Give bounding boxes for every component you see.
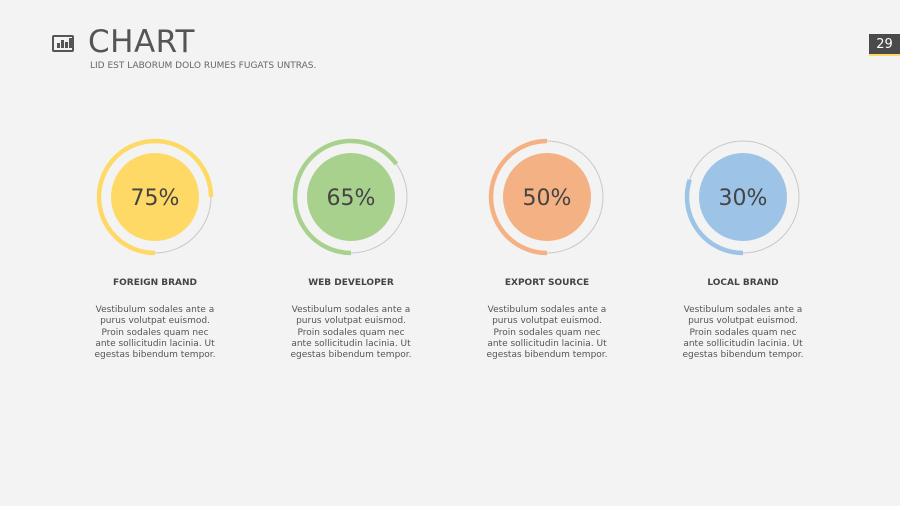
donut-1: 65% (292, 138, 408, 256)
donut-value-label: 30% (719, 186, 768, 211)
bar-chart-icon (52, 35, 74, 52)
donut-center (699, 153, 787, 241)
donut-value-label: 50% (523, 186, 572, 211)
item-description: Vestibulum sodales ante a purus volutpat… (94, 305, 216, 361)
donut-arc (96, 138, 214, 256)
donut-arc (292, 138, 399, 256)
page-subtitle: LID EST LABORUM DOLO RUMES FUGATS UNTRAS… (90, 61, 317, 71)
page-number: 29 (869, 34, 900, 56)
donut-arc (488, 138, 548, 256)
donut-center (111, 153, 199, 241)
donut-value-label: 65% (327, 186, 376, 211)
item-description: Vestibulum sodales ante a purus volutpat… (290, 305, 412, 361)
donut-arc (684, 179, 744, 256)
item-description: Vestibulum sodales ante a purus volutpat… (682, 305, 804, 361)
item-label: WEB DEVELOPER (308, 278, 394, 288)
page-title: CHART (88, 24, 195, 60)
item-label: LOCAL BRAND (707, 278, 779, 288)
donut-center (503, 153, 591, 241)
item-label: EXPORT SOURCE (504, 278, 590, 288)
donut-0: 75% (96, 138, 214, 256)
donut-value-label: 75% (131, 186, 180, 211)
item-description: Vestibulum sodales ante a purus volutpat… (486, 305, 608, 361)
item-label: FOREIGN BRAND (112, 278, 198, 288)
donut-3: 30% (684, 140, 800, 256)
donut-2: 50% (488, 138, 604, 256)
donut-center (307, 153, 395, 241)
